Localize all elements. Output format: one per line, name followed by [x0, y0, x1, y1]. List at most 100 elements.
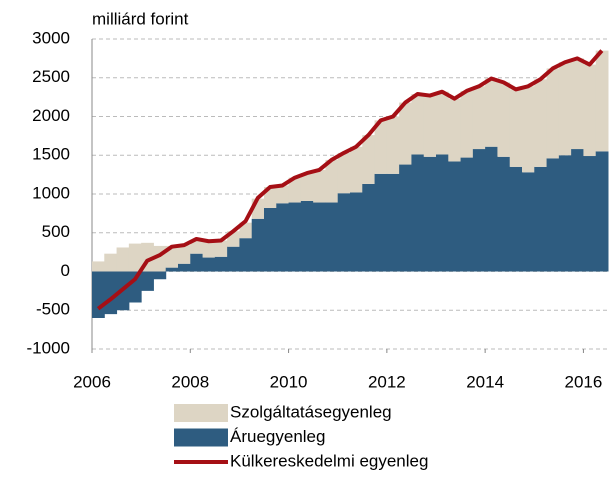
services-bar — [472, 86, 486, 150]
services-bar — [313, 169, 326, 203]
goods-bar — [583, 156, 597, 272]
x-tick-label: 2012 — [368, 372, 406, 391]
goods-bar — [300, 200, 314, 272]
services-bar — [374, 120, 388, 174]
y-tick-label: 500 — [42, 222, 70, 241]
goods-bar — [251, 218, 265, 272]
total-line — [96, 49, 604, 311]
goods-bar — [313, 202, 326, 272]
services-bar — [202, 240, 216, 258]
services-bar — [583, 64, 597, 157]
services-bar — [325, 159, 339, 203]
y-tick-label: -1000 — [27, 338, 70, 357]
x-tick-label: 2016 — [565, 372, 603, 391]
y-tick-label: 1000 — [32, 183, 70, 202]
goods-bar — [448, 161, 462, 272]
y-tick-label: 3000 — [32, 28, 70, 47]
y-tick-label: 0 — [61, 261, 70, 280]
goods-bar — [399, 164, 412, 272]
services-bar — [595, 50, 609, 152]
services-bar — [92, 261, 105, 272]
goods-bar — [534, 166, 548, 272]
services-bar — [300, 173, 314, 201]
goods-bar — [595, 151, 609, 272]
y-tick-label: 2000 — [32, 106, 70, 125]
goods-bar — [178, 263, 191, 272]
services-bar — [104, 253, 118, 272]
goods-bar — [362, 183, 376, 272]
goods-bar — [141, 271, 154, 291]
legend-swatch — [174, 428, 228, 447]
goods-bar — [497, 156, 511, 272]
x-tick-label: 2008 — [171, 372, 209, 391]
services-bar — [165, 245, 179, 268]
legend-label: Áruegyenleg — [230, 427, 325, 446]
goods-bar — [509, 166, 523, 272]
legend-swatch — [174, 404, 228, 422]
services-bar — [448, 98, 462, 162]
y-tick-label: -500 — [36, 300, 70, 319]
services-bar — [460, 90, 474, 158]
goods-bar — [485, 146, 498, 272]
x-tick-label: 2006 — [73, 372, 111, 391]
services-bar — [509, 89, 523, 167]
services-bar — [423, 95, 437, 157]
goods-bar — [337, 193, 351, 272]
goods-bar — [92, 271, 105, 318]
x-tick-label: 2014 — [466, 372, 504, 391]
goods-bar — [214, 256, 228, 272]
y-tick-label: 1500 — [32, 145, 70, 164]
services-bar — [214, 240, 228, 257]
goods-bar — [546, 158, 560, 272]
services-bar — [362, 135, 376, 184]
services-bar — [522, 86, 535, 173]
services-bar — [190, 239, 204, 254]
services-bar — [436, 91, 449, 155]
services-bar — [411, 94, 425, 155]
services-bar — [558, 62, 572, 156]
services-bar — [534, 79, 548, 167]
services-bar — [239, 222, 253, 239]
goods-bar — [472, 149, 486, 272]
y-axis-label: milliárd forint — [92, 9, 189, 28]
services-bar — [128, 243, 142, 272]
goods-bar — [571, 149, 584, 272]
services-bar — [497, 82, 511, 157]
goods-bar — [460, 157, 474, 272]
goods-bar — [325, 202, 339, 272]
legend-label: Szolgáltatásegyenleg — [230, 402, 392, 421]
services-bar — [288, 177, 302, 203]
goods-bar — [374, 173, 388, 272]
goods-bar — [190, 253, 204, 272]
goods-bar — [104, 271, 118, 315]
goods-bar — [411, 154, 425, 272]
x-tick-label: 2010 — [270, 372, 308, 391]
goods-bar — [239, 238, 253, 272]
services-bar — [546, 68, 560, 159]
services-bar — [337, 152, 351, 194]
goods-bar — [276, 203, 290, 272]
goods-bar — [288, 202, 302, 272]
services-bar — [178, 245, 191, 264]
y-tick-label: 2500 — [32, 67, 70, 86]
goods-bar — [386, 173, 400, 272]
goods-bar — [350, 192, 363, 272]
goods-bar — [436, 154, 449, 272]
services-bar — [116, 247, 130, 272]
services-bar — [386, 116, 400, 174]
services-bar — [399, 102, 412, 165]
goods-bar — [423, 156, 437, 272]
goods-bar — [522, 172, 535, 272]
goods-bar — [264, 207, 277, 272]
services-bar — [571, 58, 584, 150]
goods-bar — [153, 271, 167, 280]
services-bar — [276, 185, 290, 204]
goods-bar — [227, 246, 240, 272]
goods-bar — [165, 267, 179, 272]
services-bar — [485, 78, 498, 147]
legend-label: Külkereskedelmi egyenleg — [230, 451, 428, 470]
goods-bar — [558, 155, 572, 272]
services-bar — [350, 146, 363, 193]
goods-bar — [202, 257, 216, 272]
